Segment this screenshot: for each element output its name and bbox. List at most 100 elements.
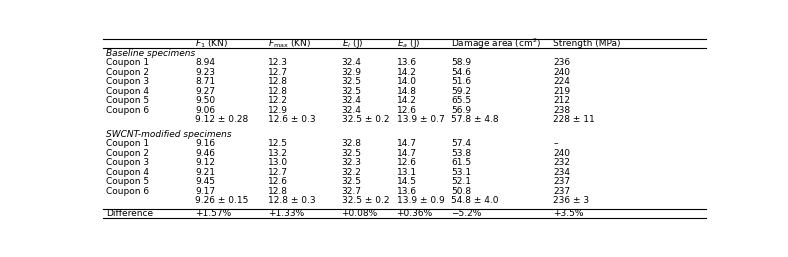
Text: 12.8: 12.8: [268, 77, 288, 86]
Text: 52.1: 52.1: [452, 177, 471, 186]
Text: 32.8: 32.8: [341, 139, 362, 148]
Text: 14.7: 14.7: [396, 149, 417, 158]
Text: 13.2: 13.2: [268, 149, 288, 158]
Text: 234: 234: [553, 168, 571, 177]
Text: 9.23: 9.23: [195, 68, 215, 77]
Text: Coupon 5: Coupon 5: [106, 96, 149, 105]
Text: Coupon 6: Coupon 6: [106, 187, 149, 196]
Text: 65.5: 65.5: [452, 96, 471, 105]
Text: 14.7: 14.7: [396, 139, 417, 148]
Text: 32.9: 32.9: [341, 68, 362, 77]
Text: 9.16: 9.16: [195, 139, 215, 148]
Text: 232: 232: [553, 158, 571, 167]
Text: 53.1: 53.1: [452, 168, 471, 177]
Text: 54.8 ± 4.0: 54.8 ± 4.0: [452, 196, 499, 205]
Text: 12.6: 12.6: [396, 106, 417, 115]
Text: $E_i$ (J): $E_i$ (J): [341, 37, 363, 50]
Text: 58.9: 58.9: [452, 58, 471, 67]
Text: 32.4: 32.4: [341, 106, 362, 115]
Text: 14.2: 14.2: [396, 68, 416, 77]
Text: 9.50: 9.50: [195, 96, 215, 105]
Text: 9.06: 9.06: [195, 106, 215, 115]
Text: Coupon 4: Coupon 4: [106, 87, 149, 96]
Text: 32.5: 32.5: [341, 149, 362, 158]
Text: 9.26 ± 0.15: 9.26 ± 0.15: [195, 196, 248, 205]
Text: +1.33%: +1.33%: [268, 209, 304, 218]
Text: 12.8: 12.8: [268, 187, 288, 196]
Text: 237: 237: [553, 177, 571, 186]
Text: 57.4: 57.4: [452, 139, 471, 148]
Text: Coupon 2: Coupon 2: [106, 149, 149, 158]
Text: 12.3: 12.3: [268, 58, 288, 67]
Text: 9.17: 9.17: [195, 187, 215, 196]
Text: 228 ± 11: 228 ± 11: [553, 115, 595, 124]
Text: Baseline specimens: Baseline specimens: [106, 49, 195, 58]
Text: 14.5: 14.5: [396, 177, 417, 186]
Text: 9.46: 9.46: [195, 149, 215, 158]
Text: 9.21: 9.21: [195, 168, 215, 177]
Text: 13.0: 13.0: [268, 158, 288, 167]
Text: Coupon 3: Coupon 3: [106, 77, 149, 86]
Text: Damage area (cm$^2$): Damage area (cm$^2$): [452, 36, 542, 51]
Text: Coupon 2: Coupon 2: [106, 68, 149, 77]
Text: 237: 237: [553, 187, 571, 196]
Text: −5.2%: −5.2%: [452, 209, 481, 218]
Text: 12.6 ± 0.3: 12.6 ± 0.3: [268, 115, 316, 124]
Text: 53.8: 53.8: [452, 149, 471, 158]
Text: +0.08%: +0.08%: [341, 209, 377, 218]
Text: 12.6: 12.6: [268, 177, 288, 186]
Text: 32.3: 32.3: [341, 158, 362, 167]
Text: 12.5: 12.5: [268, 139, 288, 148]
Text: 32.2: 32.2: [341, 168, 362, 177]
Text: 32.4: 32.4: [341, 96, 362, 105]
Text: 59.2: 59.2: [452, 87, 471, 96]
Text: $E_a$ (J): $E_a$ (J): [396, 37, 420, 50]
Text: 12.8 ± 0.3: 12.8 ± 0.3: [268, 196, 316, 205]
Text: 13.6: 13.6: [396, 58, 417, 67]
Text: Coupon 6: Coupon 6: [106, 106, 149, 115]
Text: 14.2: 14.2: [396, 96, 416, 105]
Text: 13.1: 13.1: [396, 168, 417, 177]
Text: 54.6: 54.6: [452, 68, 471, 77]
Text: 32.5: 32.5: [341, 87, 362, 96]
Text: 13.6: 13.6: [396, 187, 417, 196]
Text: 236 ± 3: 236 ± 3: [553, 196, 589, 205]
Text: 224: 224: [553, 77, 571, 86]
Text: 9.12: 9.12: [195, 158, 215, 167]
Text: Coupon 4: Coupon 4: [106, 168, 149, 177]
Text: 32.7: 32.7: [341, 187, 362, 196]
Text: 236: 236: [553, 58, 571, 67]
Text: 14.0: 14.0: [396, 77, 417, 86]
Text: 32.5 ± 0.2: 32.5 ± 0.2: [341, 196, 389, 205]
Text: $F_1$ (KN): $F_1$ (KN): [195, 37, 229, 50]
Text: 9.12 ± 0.28: 9.12 ± 0.28: [195, 115, 248, 124]
Text: –: –: [553, 139, 558, 148]
Text: 12.7: 12.7: [268, 68, 288, 77]
Text: 9.27: 9.27: [195, 87, 215, 96]
Text: 14.8: 14.8: [396, 87, 417, 96]
Text: 12.6: 12.6: [396, 158, 417, 167]
Text: 50.8: 50.8: [452, 187, 471, 196]
Text: 240: 240: [553, 68, 571, 77]
Text: 8.71: 8.71: [195, 77, 215, 86]
Text: Coupon 3: Coupon 3: [106, 158, 149, 167]
Text: 32.5: 32.5: [341, 177, 362, 186]
Text: 13.9 ± 0.9: 13.9 ± 0.9: [396, 196, 444, 205]
Text: Coupon 5: Coupon 5: [106, 177, 149, 186]
Text: $F_{\mathrm{max}}$ (KN): $F_{\mathrm{max}}$ (KN): [268, 37, 311, 50]
Text: 212: 212: [553, 96, 571, 105]
Text: 12.2: 12.2: [268, 96, 288, 105]
Text: 12.8: 12.8: [268, 87, 288, 96]
Text: +0.36%: +0.36%: [396, 209, 433, 218]
Text: 32.5 ± 0.2: 32.5 ± 0.2: [341, 115, 389, 124]
Text: 240: 240: [553, 149, 571, 158]
Text: 12.9: 12.9: [268, 106, 288, 115]
Text: SWCNT-modified specimens: SWCNT-modified specimens: [106, 130, 232, 139]
Text: 238: 238: [553, 106, 571, 115]
Text: Difference: Difference: [106, 209, 153, 218]
Text: 51.6: 51.6: [452, 77, 471, 86]
Text: 12.7: 12.7: [268, 168, 288, 177]
Text: 57.8 ± 4.8: 57.8 ± 4.8: [452, 115, 499, 124]
Text: Coupon 1: Coupon 1: [106, 58, 149, 67]
Text: Strength (MPa): Strength (MPa): [553, 39, 621, 48]
